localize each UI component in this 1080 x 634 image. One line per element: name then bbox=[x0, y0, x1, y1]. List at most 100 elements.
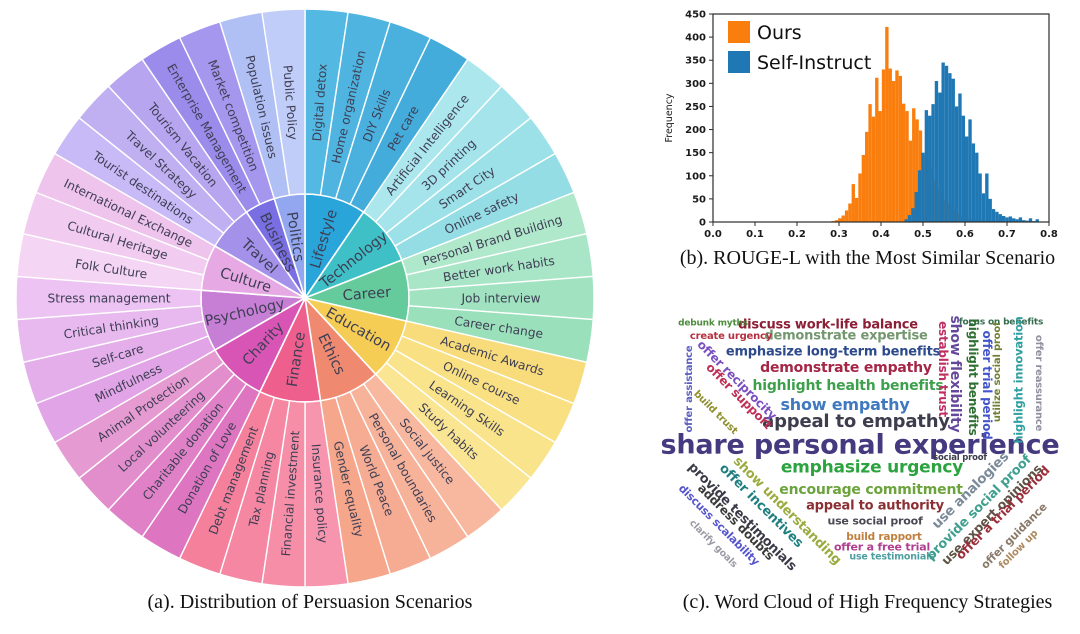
histogram-bar bbox=[848, 203, 852, 222]
wordcloud-word: offer reassurance bbox=[1033, 334, 1044, 432]
histogram-bar bbox=[988, 198, 992, 222]
histogram-bar bbox=[907, 215, 912, 222]
histogram-bar bbox=[938, 92, 942, 222]
wordcloud-word: use social proof bbox=[827, 514, 923, 528]
histogram-bar bbox=[844, 210, 849, 222]
y-tick-label: 350 bbox=[685, 56, 706, 67]
x-tick-label: 0.2 bbox=[788, 229, 806, 240]
y-tick-label: 400 bbox=[685, 33, 706, 44]
histogram-bar bbox=[951, 78, 955, 223]
histogram-bar bbox=[834, 220, 839, 222]
histogram-bar bbox=[958, 93, 962, 222]
histogram-bar bbox=[1022, 220, 1026, 222]
histogram-bar bbox=[858, 173, 862, 222]
wordcloud-word: build rapport bbox=[846, 530, 922, 543]
wordcloud-word: highlight health benefits bbox=[752, 378, 944, 394]
histogram-bar bbox=[1005, 217, 1009, 222]
histogram-bar bbox=[914, 191, 918, 222]
sunburst-leaf-label: Digital detox bbox=[310, 63, 330, 142]
histogram-bar bbox=[1012, 218, 1016, 222]
histogram-bar bbox=[895, 70, 899, 222]
y-tick-label: 50 bbox=[692, 194, 706, 205]
histogram-bar bbox=[838, 218, 842, 222]
histogram-bar bbox=[968, 119, 972, 222]
y-tick-label: 100 bbox=[685, 171, 706, 182]
histogram-bar bbox=[975, 152, 979, 222]
histogram-bar bbox=[917, 170, 922, 222]
strategy-wordcloud: share personal experience appeal to empat… bbox=[660, 300, 1080, 590]
y-tick-label: 450 bbox=[685, 10, 706, 21]
wordcloud-word: offer a free trial bbox=[833, 540, 931, 554]
histogram-bar bbox=[965, 136, 969, 222]
wordcloud-word: demonstrate empathy bbox=[760, 360, 932, 376]
histogram-bar bbox=[912, 108, 916, 222]
histogram-bar bbox=[851, 184, 855, 222]
legend-swatch bbox=[728, 21, 750, 43]
histogram-bar bbox=[905, 111, 909, 222]
histogram-bar bbox=[921, 152, 925, 222]
histogram-bar bbox=[911, 208, 915, 222]
wordcloud-word: utilize social proof bbox=[992, 321, 1003, 423]
histogram-bar bbox=[888, 68, 892, 222]
y-tick-label: 200 bbox=[685, 125, 706, 136]
caption-a: (a). Distribution of Persuasion Scenario… bbox=[147, 591, 473, 613]
caption-b: (b). ROUGE-L with the Most Similar Scena… bbox=[679, 247, 1056, 269]
wordcloud-word: appeal to authority bbox=[806, 498, 944, 514]
histogram-bar bbox=[944, 65, 949, 223]
histogram-bar bbox=[1001, 215, 1006, 222]
histogram-bar bbox=[1025, 220, 1029, 222]
y-tick-label: 250 bbox=[685, 102, 706, 113]
histogram-bar bbox=[991, 209, 996, 222]
rouge-histogram: 0.0 0.1 0.2 0.3 0.4 0.5 0.6 0.7 0.8 0 50 100 150 200 2… bbox=[664, 10, 1058, 241]
histogram-bar bbox=[971, 143, 976, 222]
wordcloud-word: discuss work-life balance bbox=[738, 317, 918, 333]
histogram-bar bbox=[854, 197, 859, 222]
sunburst-category-label: Career bbox=[342, 285, 392, 305]
histogram-bar bbox=[885, 26, 889, 222]
histogram-bar bbox=[861, 154, 866, 222]
wordcloud-word: social proof bbox=[933, 452, 987, 463]
histogram-bar bbox=[1008, 216, 1013, 222]
x-tick-label: 0.6 bbox=[956, 229, 974, 240]
sunburst-leaf-label: Public Policy bbox=[280, 65, 300, 141]
histogram-bar bbox=[1015, 219, 1019, 222]
wordcloud-word: create urgency bbox=[689, 331, 773, 342]
y-axis-label: Frequency bbox=[664, 93, 675, 142]
histogram-bar bbox=[998, 214, 1002, 222]
histogram-bar bbox=[898, 75, 902, 222]
histogram-bar bbox=[871, 116, 876, 222]
wordcloud-word: show flexibility bbox=[947, 315, 963, 433]
y-tick-label: 300 bbox=[685, 79, 706, 90]
histogram-bar bbox=[875, 77, 879, 222]
sunburst-wedge bbox=[261, 8, 306, 196]
sunburst-leaf-label: Stress management bbox=[48, 291, 171, 305]
wordcloud-word: highlight innovation bbox=[1011, 316, 1026, 444]
histogram-bar bbox=[1018, 217, 1023, 222]
histogram-bar bbox=[865, 131, 869, 222]
x-tick-label: 0.8 bbox=[1040, 229, 1058, 240]
histogram-bar bbox=[961, 115, 965, 222]
legend-swatch bbox=[728, 51, 750, 73]
wordcloud-word: demonstrate expertise bbox=[764, 328, 928, 344]
histogram-bar bbox=[934, 81, 939, 223]
histogram-bar bbox=[928, 115, 932, 222]
x-tick-label: 0.0 bbox=[704, 229, 722, 240]
y-tick-label: 150 bbox=[685, 148, 706, 159]
wordcloud-word: emphasize urgency bbox=[780, 457, 964, 478]
histogram-bar bbox=[1035, 219, 1039, 222]
histogram-bar bbox=[908, 140, 913, 222]
x-tick-label: 0.7 bbox=[998, 229, 1016, 240]
histogram-bar bbox=[981, 193, 986, 222]
wordcloud-word: focus on benefits bbox=[958, 317, 1044, 328]
histogram-bar bbox=[878, 111, 882, 222]
histogram-bar bbox=[868, 104, 872, 222]
wordcloud-word: offer assistance bbox=[684, 345, 695, 433]
wordcloud-word: use testimonials bbox=[849, 551, 935, 563]
histogram-bar bbox=[891, 81, 896, 223]
x-tick-label: 0.5 bbox=[914, 229, 932, 240]
histogram-bar bbox=[1028, 218, 1033, 222]
legend-label: Self-Instruct bbox=[757, 52, 871, 74]
histogram-bar bbox=[978, 173, 982, 222]
y-tick-label: 0 bbox=[699, 218, 706, 229]
